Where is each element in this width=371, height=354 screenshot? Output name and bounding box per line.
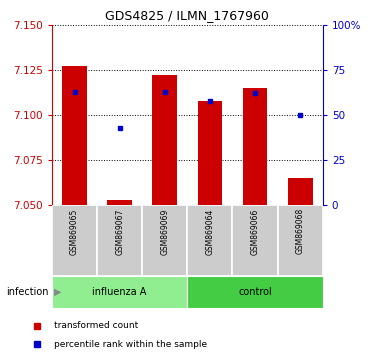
- Bar: [52, 205, 97, 276]
- Text: GSM869065: GSM869065: [70, 208, 79, 255]
- Text: GSM869068: GSM869068: [296, 208, 305, 255]
- Bar: [142, 205, 187, 276]
- Bar: [278, 205, 323, 276]
- Text: GSM869064: GSM869064: [206, 208, 214, 255]
- Bar: [187, 205, 233, 276]
- Bar: [233, 205, 278, 276]
- Bar: [197, 101, 222, 205]
- Text: influenza A: influenza A: [92, 287, 147, 297]
- Bar: [97, 205, 142, 276]
- Text: infection: infection: [6, 287, 48, 297]
- Text: ▶: ▶: [54, 287, 61, 297]
- Bar: [52, 276, 187, 308]
- Bar: [288, 178, 313, 205]
- Text: GSM869067: GSM869067: [115, 208, 124, 255]
- Bar: [243, 88, 267, 205]
- Title: GDS4825 / ILMN_1767960: GDS4825 / ILMN_1767960: [105, 9, 269, 22]
- Bar: [107, 200, 132, 205]
- Bar: [187, 276, 323, 308]
- Bar: [62, 66, 87, 205]
- Text: control: control: [238, 287, 272, 297]
- Text: GSM869069: GSM869069: [160, 208, 169, 255]
- Text: transformed count: transformed count: [54, 321, 138, 331]
- Bar: [152, 75, 177, 205]
- Text: percentile rank within the sample: percentile rank within the sample: [54, 340, 207, 349]
- Text: GSM869066: GSM869066: [250, 208, 260, 255]
